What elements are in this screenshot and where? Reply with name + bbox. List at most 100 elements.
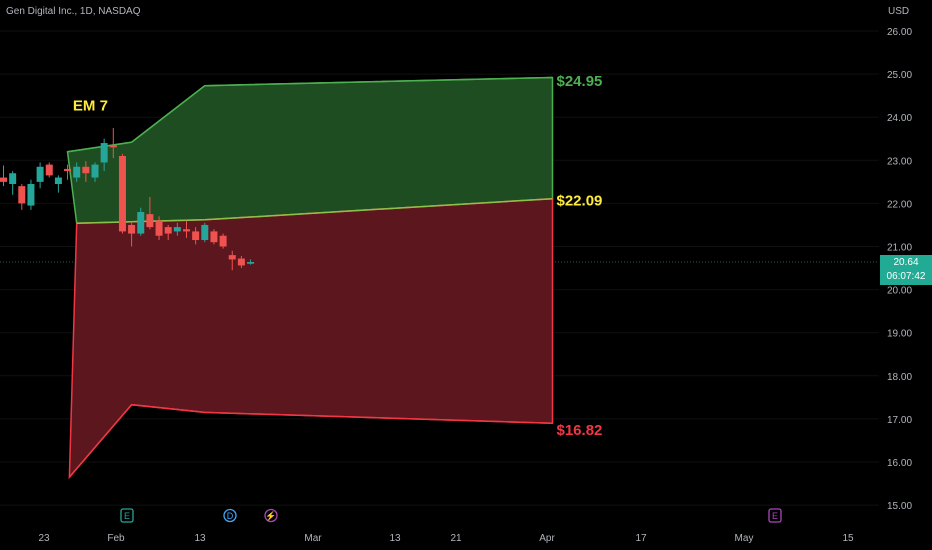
candle — [36, 162, 44, 189]
candle-body — [36, 166, 44, 182]
candle — [73, 162, 81, 182]
marker-icon: ⚡ — [265, 510, 276, 522]
annotation-labels: EM 7 $24.95 $22.09 $16.82 — [73, 73, 602, 439]
upper-value-label: $24.95 — [557, 73, 603, 90]
candle-body — [9, 173, 17, 185]
y-tick-label: 23.00 — [887, 156, 912, 167]
candle — [164, 224, 172, 241]
candle — [183, 220, 190, 238]
candle — [118, 153, 126, 234]
y-tick-label: 17.00 — [887, 415, 912, 426]
marker-box — [120, 508, 134, 523]
candle — [219, 233, 227, 249]
candle — [228, 250, 236, 271]
candle-body — [210, 231, 218, 243]
candle — [109, 127, 117, 159]
x-tick-label: 21 — [450, 533, 462, 544]
x-tick-label: Feb — [107, 533, 125, 544]
expected-move-zones — [66, 76, 554, 480]
candle-body — [146, 214, 154, 228]
upper-move-zone — [66, 76, 554, 224]
candle — [137, 207, 145, 236]
candle-body — [164, 227, 172, 234]
candle-body — [192, 231, 200, 241]
currency-label: USD — [888, 6, 910, 17]
candle-body — [18, 186, 26, 204]
marker-icon: D — [227, 511, 234, 521]
em-label: EM 7 — [73, 98, 108, 115]
candle — [27, 179, 35, 210]
candle — [201, 222, 209, 243]
candle-body — [54, 177, 62, 185]
symbol-title: Gen Digital Inc., 1D, NASDAQ — [6, 6, 141, 17]
candle-body — [219, 235, 227, 247]
y-tick-label: 18.00 — [887, 372, 912, 383]
candle — [155, 216, 163, 241]
candle-body — [155, 220, 163, 236]
x-tick-label: 13 — [389, 533, 401, 544]
y-tick-label: 24.00 — [887, 113, 912, 124]
marker-icon: E — [772, 511, 778, 521]
marker-icon: E — [124, 511, 130, 521]
event-marker-earnings: E — [120, 508, 134, 523]
candle-body — [201, 224, 209, 241]
y-tick-label: 16.00 — [887, 458, 912, 469]
candle-body — [45, 164, 53, 176]
candle-body — [100, 143, 108, 163]
candle-body — [183, 229, 190, 232]
candle-body — [137, 212, 145, 234]
candle — [146, 196, 154, 230]
event-marker-dividend: D — [223, 508, 237, 523]
candle-body — [128, 224, 136, 234]
x-tick-label: 17 — [635, 533, 647, 544]
event-markers: E D ⚡ E — [120, 508, 782, 523]
x-tick-label: Apr — [539, 533, 555, 544]
x-tick-label: 23 — [38, 533, 50, 544]
marker-circle — [264, 508, 278, 523]
x-tick-label: Mar — [304, 533, 322, 544]
candle — [210, 229, 218, 245]
candle-body — [64, 168, 72, 172]
marker-circle — [223, 508, 237, 523]
middle-value-label: $22.09 — [557, 193, 603, 210]
candle — [247, 259, 255, 265]
candle — [64, 164, 72, 180]
candle-body — [91, 164, 99, 178]
y-tick-label: 25.00 — [887, 70, 912, 81]
candle — [9, 171, 17, 195]
candles — [0, 127, 255, 271]
last-price-tag: 20.64 06:07:42 — [880, 255, 932, 285]
candle-body — [237, 258, 245, 266]
lower-band-line — [68, 403, 553, 478]
marker-box — [768, 508, 782, 523]
y-axis: 26.00 25.00 24.00 23.00 22.00 21.00 19.00 18.00… — [887, 27, 912, 512]
lower-value-label: $16.82 — [557, 422, 603, 439]
y-tick-label: 21.00 — [887, 243, 912, 254]
candle — [128, 222, 136, 247]
x-tick-label: 15 — [842, 533, 854, 544]
last-price: 20.64 — [893, 257, 919, 268]
y-tick-label: 19.00 — [887, 329, 912, 340]
y-tick-label: 26.00 — [887, 27, 912, 38]
candle-body — [228, 255, 236, 260]
candle-body — [173, 227, 181, 232]
candle-body — [27, 184, 35, 206]
candle — [82, 161, 90, 182]
x-tick-label: May — [735, 533, 754, 544]
candle — [173, 222, 181, 236]
candle-body — [73, 166, 81, 178]
candle — [18, 184, 26, 210]
candle — [91, 162, 99, 182]
bar-countdown: 06:07:42 — [886, 271, 926, 282]
candle-body — [247, 262, 255, 264]
x-tick-label: 13 — [194, 533, 206, 544]
event-marker-split: ⚡ — [264, 508, 278, 523]
event-marker-earnings: E — [768, 508, 782, 523]
upper-band-line — [67, 76, 553, 153]
candle — [100, 138, 108, 172]
candle-body — [118, 155, 126, 232]
candle — [192, 227, 200, 245]
y-tick-label: 20.00 — [887, 286, 912, 297]
candle — [0, 165, 7, 187]
